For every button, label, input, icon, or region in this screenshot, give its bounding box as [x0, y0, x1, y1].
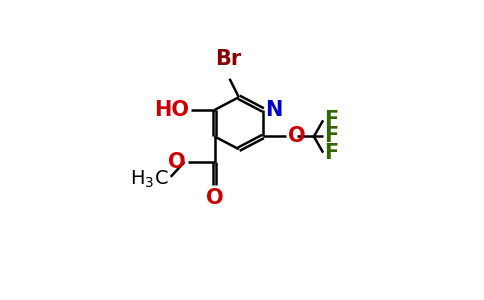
Text: F: F [324, 127, 338, 146]
Text: F: F [324, 143, 338, 163]
Text: N: N [265, 100, 283, 120]
Text: O: O [288, 127, 306, 146]
Text: O: O [206, 188, 224, 208]
Text: F: F [324, 110, 338, 130]
Text: O: O [168, 152, 186, 172]
Text: H$_3$C: H$_3$C [130, 169, 168, 190]
Text: Br: Br [215, 50, 242, 70]
Text: HO: HO [154, 100, 189, 120]
